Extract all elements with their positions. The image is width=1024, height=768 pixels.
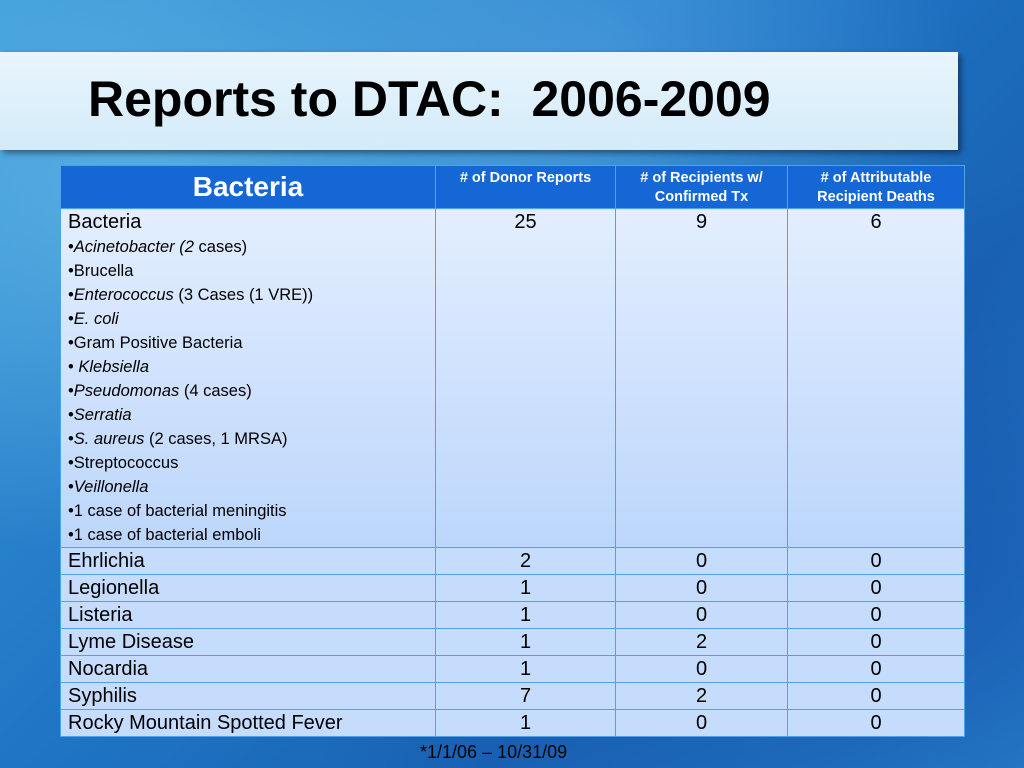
row-recipients: 0 bbox=[615, 547, 788, 575]
row-donor-reports: 1 bbox=[435, 628, 616, 656]
bacteria-name-italic: Serratia bbox=[73, 406, 132, 424]
table-row: Ehrlichia 2 0 0 bbox=[60, 547, 965, 575]
bacteria-list-item: •Acinetobacter (2 cases) bbox=[68, 238, 248, 256]
row-deaths: 0 bbox=[787, 709, 965, 737]
row-name: Syphilis bbox=[60, 682, 436, 710]
bacteria-name-italic: Pseudomonas bbox=[73, 382, 180, 400]
header-recipients: # of Recipients w/ Confirmed Tx bbox=[615, 165, 788, 209]
bacteria-name-italic: Klebsiella bbox=[73, 358, 149, 376]
row-recipients: 0 bbox=[615, 574, 788, 602]
header-donor-reports: # of Donor Reports bbox=[435, 165, 616, 209]
bacteria-list: •Acinetobacter (2 cases) •Brucella •Entero… bbox=[68, 235, 435, 547]
row-name: Rocky Mountain Spotted Fever bbox=[60, 709, 436, 737]
table-row: Legionella 1 0 0 bbox=[60, 574, 965, 602]
bacteria-detail: cases) bbox=[193, 238, 248, 256]
row-donor-reports: 2 bbox=[435, 547, 616, 575]
bacteria-detail: (3 Cases (1 VRE)) bbox=[173, 286, 314, 304]
row-deaths: 0 bbox=[787, 547, 965, 575]
row-name: Legionella bbox=[60, 574, 436, 602]
row-deaths: 0 bbox=[787, 655, 965, 683]
bacteria-name-italic: E. coli bbox=[73, 310, 119, 328]
bacteria-list-item: •Serratia bbox=[68, 406, 132, 424]
row-donor-reports: 1 bbox=[435, 709, 616, 737]
bacteria-detail: 1 case of bacterial meningitis bbox=[73, 502, 287, 520]
bacteria-list-item: •Veillonella bbox=[68, 478, 149, 496]
bacteria-list-item: • Klebsiella bbox=[68, 358, 149, 376]
row-name: Ehrlichia bbox=[60, 547, 436, 575]
footnote: *1/1/06 – 10/31/09 bbox=[420, 742, 568, 762]
bacteria-cell: Bacteria •Acinetobacter (2 cases) •Brucel… bbox=[60, 208, 436, 548]
bacteria-list-item: •Gram Positive Bacteria bbox=[68, 334, 243, 352]
row-recipients: 0 bbox=[615, 655, 788, 683]
bacteria-donor-reports: 25 bbox=[435, 208, 616, 548]
row-deaths: 0 bbox=[787, 628, 965, 656]
bacteria-list-item: •Brucella bbox=[68, 262, 134, 280]
row-donor-reports: 1 bbox=[435, 655, 616, 683]
bacteria-name-italic: Acinetobacter (2 bbox=[73, 238, 194, 256]
table-row: Lyme Disease 1 2 0 bbox=[60, 628, 965, 656]
bacteria-list-item: •S. aureus (2 cases, 1 MRSA) bbox=[68, 430, 288, 448]
header-bacteria: Bacteria bbox=[60, 165, 436, 209]
row-donor-reports: 1 bbox=[435, 601, 616, 629]
row-recipients: 2 bbox=[615, 628, 788, 656]
row-name: Listeria bbox=[60, 601, 436, 629]
bacteria-list-item: •Enterococcus (3 Cases (1 VRE)) bbox=[68, 286, 314, 304]
bacteria-detail: Brucella bbox=[73, 262, 134, 280]
row-name: Nocardia bbox=[60, 655, 436, 683]
table-row: Listeria 1 0 0 bbox=[60, 601, 965, 629]
table-row-bacteria: Bacteria •Acinetobacter (2 cases) •Brucel… bbox=[60, 208, 965, 548]
row-deaths: 0 bbox=[787, 682, 965, 710]
bacteria-detail: Gram Positive Bacteria bbox=[73, 334, 243, 352]
bacteria-recipients: 9 bbox=[615, 208, 788, 548]
bacteria-list-item: •1 case of bacterial emboli bbox=[68, 526, 261, 544]
row-name: Lyme Disease bbox=[60, 628, 436, 656]
row-recipients: 2 bbox=[615, 682, 788, 710]
row-recipients: 0 bbox=[615, 601, 788, 629]
row-donor-reports: 7 bbox=[435, 682, 616, 710]
bacteria-detail: (4 cases) bbox=[179, 382, 252, 400]
bacteria-name-italic: Enterococcus bbox=[73, 286, 174, 304]
title-bar: Reports to DTAC: 2006-2009 bbox=[0, 52, 958, 150]
bacteria-list-item: •E. coli bbox=[68, 310, 119, 328]
row-donor-reports: 1 bbox=[435, 574, 616, 602]
bacteria-detail: 1 case of bacterial emboli bbox=[73, 526, 261, 544]
row-recipients: 0 bbox=[615, 709, 788, 737]
table-row: Syphilis 7 2 0 bbox=[60, 682, 965, 710]
table-row: Nocardia 1 0 0 bbox=[60, 655, 965, 683]
bacteria-detail: (2 cases, 1 MRSA) bbox=[144, 430, 288, 448]
bacteria-deaths: 6 bbox=[787, 208, 965, 548]
table-row: Rocky Mountain Spotted Fever 1 0 0 bbox=[60, 709, 965, 737]
bacteria-detail: Streptococcus bbox=[73, 454, 179, 472]
reports-table: Bacteria # of Donor Reports # of Recipie… bbox=[60, 165, 965, 737]
bacteria-name-italic: S. aureus bbox=[73, 430, 145, 448]
bacteria-list-item: •Streptococcus bbox=[68, 454, 179, 472]
bacteria-name-italic: Veillonella bbox=[73, 478, 149, 496]
bacteria-name: Bacteria bbox=[68, 211, 142, 233]
table-header-row: Bacteria # of Donor Reports # of Recipie… bbox=[60, 165, 965, 209]
slide-title: Reports to DTAC: 2006-2009 bbox=[88, 71, 771, 127]
row-deaths: 0 bbox=[787, 601, 965, 629]
bacteria-list-item: •Pseudomonas (4 cases) bbox=[68, 382, 252, 400]
header-deaths: # of Attributable Recipient Deaths bbox=[787, 165, 965, 209]
row-deaths: 0 bbox=[787, 574, 965, 602]
bacteria-list-item: •1 case of bacterial meningitis bbox=[68, 502, 287, 520]
